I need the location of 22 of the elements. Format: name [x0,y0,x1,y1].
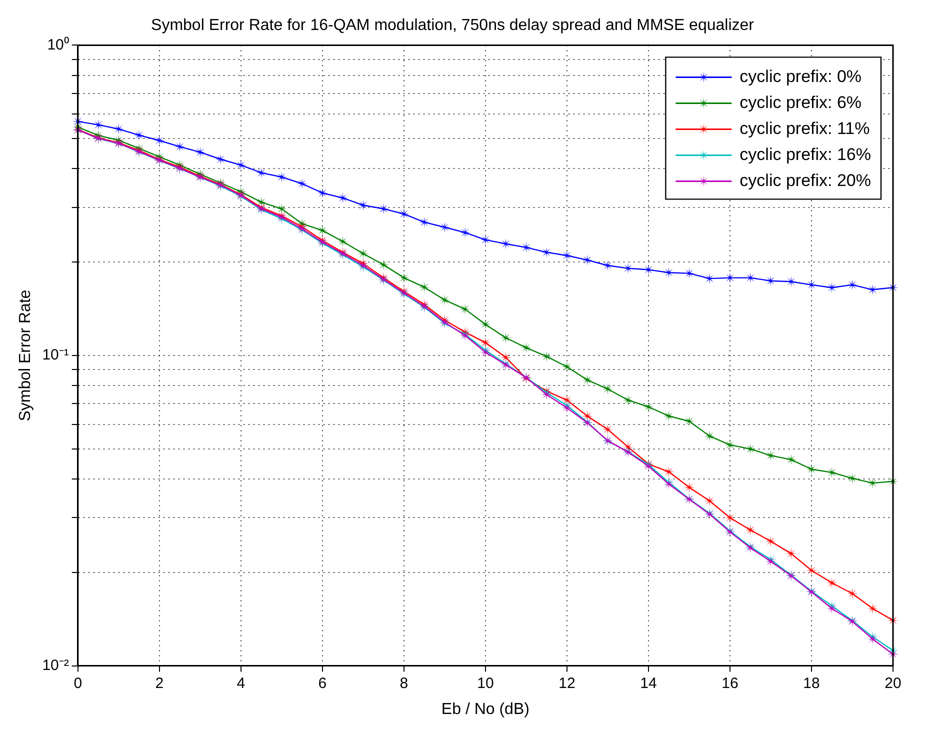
x-tick-label: 0 [74,674,82,692]
legend-label: cyclic prefix: 11% [740,118,870,138]
x-tick-label: 10 [477,674,494,692]
y-tick-label: 10⁻¹ [42,346,69,364]
x-tick-label: 14 [640,674,657,692]
x-tick-label: 4 [236,674,246,692]
x-tick-label: 2 [155,674,164,692]
y-axis-title: Symbol Error Rate [17,290,34,422]
legend-label: cyclic prefix: 0% [740,66,862,86]
x-tick-label: 8 [400,674,408,692]
chart-title: Symbol Error Rate for 16-QAM modulation, 750ns delay spread and MMSE equalizer [151,17,755,34]
x-axis-title: Eb / No (dB) [441,700,530,718]
legend-label: cyclic prefix: 20% [740,170,872,190]
x-tick-label: 6 [318,674,327,692]
y-tick-label: 10⁰ [47,36,69,54]
legend-label: cyclic prefix: 16% [740,144,872,164]
x-tick-label: 16 [722,674,738,692]
legend-label: cyclic prefix: 6% [740,92,862,112]
y-tick-label: 10⁻² [42,656,69,674]
x-tick-label: 12 [558,674,576,692]
x-tick-label: 18 [803,674,820,692]
x-tick-label: 20 [884,674,902,692]
